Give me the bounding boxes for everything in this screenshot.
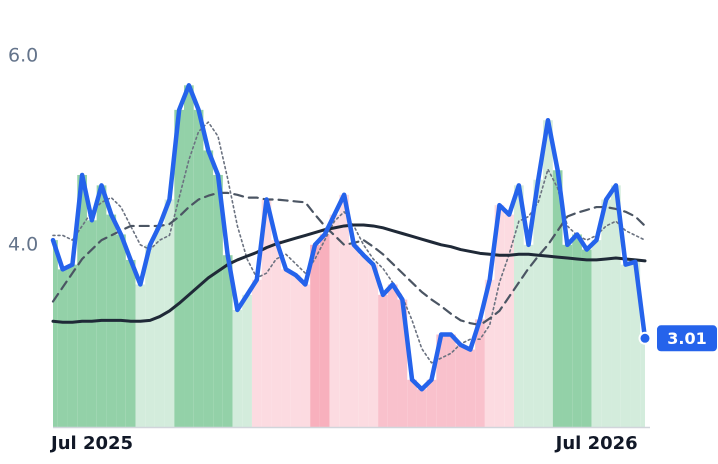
background-bar	[620, 264, 631, 427]
background-bar	[494, 205, 505, 427]
background-bar	[154, 225, 165, 427]
background-bar	[533, 179, 544, 427]
background-bar	[67, 264, 78, 427]
background-bar	[581, 249, 592, 427]
background-bar	[475, 319, 485, 427]
background-bar	[358, 255, 369, 427]
end-point	[638, 331, 652, 345]
background-bar	[407, 379, 417, 427]
background-bar	[484, 279, 495, 427]
background-bar	[329, 214, 340, 427]
background-bar	[96, 185, 107, 427]
background-bar	[232, 309, 243, 427]
y-tick-label: 6.0	[8, 45, 38, 67]
background-bar	[562, 244, 573, 427]
background-bar	[310, 244, 320, 427]
background-bar	[455, 344, 466, 427]
background-bar	[387, 284, 398, 427]
background-bar	[145, 244, 155, 427]
background-bar	[446, 334, 456, 427]
background-bar	[135, 284, 146, 427]
background-bar	[339, 194, 349, 427]
background-bar	[213, 174, 223, 427]
y-tick-label: 4.0	[8, 233, 38, 255]
series-line	[51, 191, 647, 327]
background-bar	[86, 220, 97, 427]
background-bar	[242, 294, 252, 427]
background-bar	[290, 275, 301, 427]
background-bar	[504, 214, 514, 427]
background-bar	[319, 234, 330, 427]
background-bar	[222, 255, 233, 427]
background-bar	[261, 199, 272, 427]
background-bar	[513, 185, 524, 427]
background-bar	[193, 109, 204, 427]
background-bar	[416, 389, 427, 427]
background-bar	[523, 244, 534, 427]
background-bar	[552, 170, 563, 427]
background-bar	[77, 174, 87, 427]
end-label-box	[657, 325, 717, 352]
end-label: 3.01	[667, 329, 706, 348]
background-bar	[271, 240, 282, 427]
background-bar	[378, 294, 388, 427]
background-bar	[300, 284, 311, 427]
background-bar	[611, 185, 621, 427]
background-bar	[53, 240, 58, 427]
background-bar	[281, 269, 291, 427]
background-bar	[368, 264, 379, 427]
series-line	[50, 83, 648, 392]
background-bar	[397, 299, 408, 427]
x-tick-label: Jul 2026	[554, 433, 638, 454]
background-bar	[164, 199, 175, 427]
background-bar	[203, 150, 214, 427]
background-bar	[251, 279, 262, 427]
background-bar	[640, 338, 645, 427]
background-bar	[184, 85, 194, 428]
background-bar	[57, 269, 68, 427]
background-bar	[125, 259, 136, 427]
background-bar	[174, 109, 185, 427]
background-bar	[591, 240, 602, 427]
background-bar	[436, 334, 447, 427]
background-bar	[630, 261, 641, 427]
background-bar	[465, 349, 476, 427]
background-bar	[349, 244, 359, 427]
x-tick-label: Jul 2025	[49, 433, 133, 454]
background-bar	[116, 234, 126, 427]
background-bar	[426, 379, 437, 427]
background-bar	[543, 120, 553, 428]
background-bar	[572, 234, 582, 427]
background-bar	[601, 199, 612, 427]
